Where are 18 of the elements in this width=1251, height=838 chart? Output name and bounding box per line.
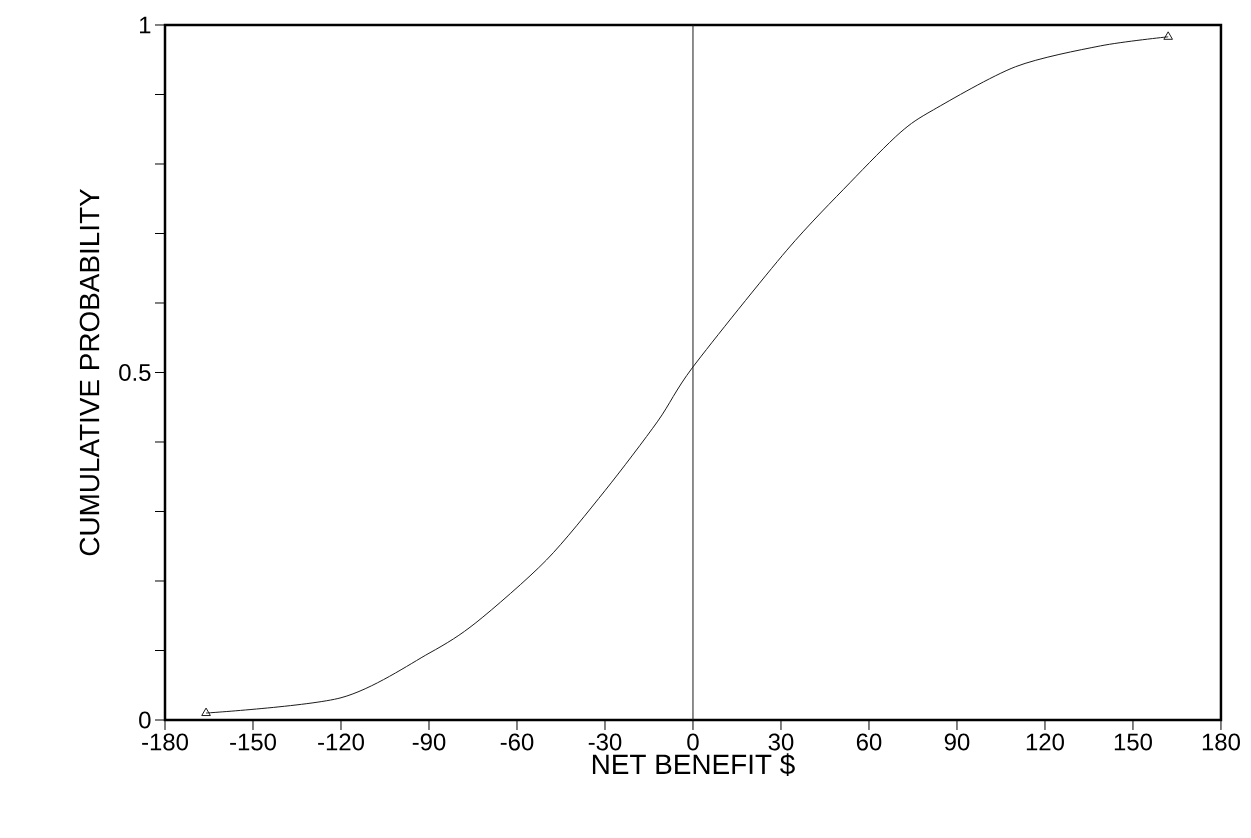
y-axis-title: CUMULATIVE PROBABILITY [79,188,100,556]
y-tick-label: 1 [140,16,151,34]
x-tick-label: -120 [318,733,364,751]
x-tick-label: 120 [1026,733,1064,751]
x-tick-label: 90 [944,733,970,751]
x-tick-label: -180 [142,733,188,751]
x-tick-label: -60 [500,733,534,751]
x-tick-label: 150 [1114,733,1152,751]
x-tick-label: -30 [588,733,622,751]
y-tick-label: 0.5 [119,364,151,381]
x-tick-label: 0 [687,733,699,751]
x-tick-label: -90 [412,733,446,751]
x-tick-label: 60 [856,733,882,751]
x-axis-title: NET BENEFIT $ [592,753,795,776]
x-tick-label: 180 [1202,733,1240,751]
x-tick-label: -150 [230,733,276,751]
x-tick-label: 30 [768,733,794,751]
y-tick-label: 0 [139,711,151,729]
